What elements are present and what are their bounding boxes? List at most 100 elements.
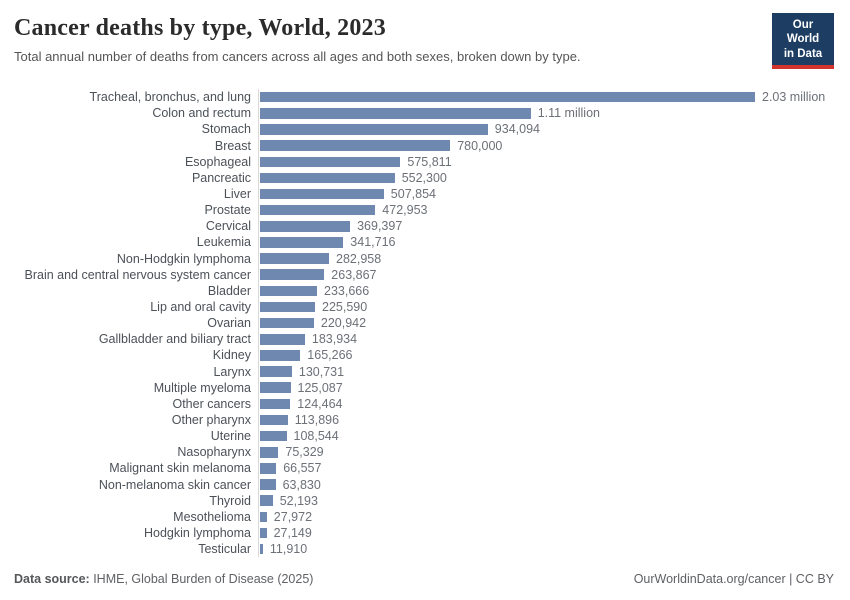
bar-track: 124,464 [258, 395, 834, 412]
chart-footer: Data source: IHME, Global Burden of Dise… [14, 572, 834, 586]
bar[interactable] [260, 221, 351, 232]
bar-track: 472,953 [258, 202, 834, 219]
category-label: Gallbladder and biliary tract [98, 332, 251, 347]
bar-track: 108,544 [258, 428, 834, 445]
bar[interactable] [260, 463, 277, 474]
category-label: Ovarian [207, 316, 251, 331]
category-label: Bladder [207, 283, 251, 298]
value-label: 63,830 [282, 477, 321, 492]
bar[interactable] [260, 204, 376, 216]
bar[interactable] [260, 140, 451, 151]
value-label: 27,149 [273, 525, 312, 540]
category-label: Liver [223, 187, 251, 202]
chart-row: Larynx 130,731 [14, 363, 834, 380]
chart-row: Nasopharynx 75,329 [14, 444, 834, 461]
chart-row: Cervical 369,397 [14, 218, 834, 235]
chart-row: Kidney 165,266 [14, 347, 834, 364]
owid-logo-line1: Our World [786, 19, 820, 46]
value-label: 575,811 [407, 154, 452, 169]
bar[interactable] [260, 350, 301, 361]
bar[interactable] [260, 495, 273, 506]
value-label: 75,329 [285, 445, 324, 460]
chart-row: Malignant skin melanoma 66,557 [14, 460, 834, 477]
value-label: 2.03 million [762, 90, 826, 105]
category-label: Mesothelioma [173, 509, 251, 524]
value-label: 552,300 [401, 170, 447, 185]
value-label: 130,731 [298, 364, 345, 379]
chart-row: Other cancers 124,464 [14, 395, 834, 412]
chart-row: Bladder 233,666 [14, 282, 834, 299]
bar[interactable] [260, 543, 263, 555]
bar-track: 165,266 [258, 347, 834, 364]
bar[interactable] [260, 398, 291, 410]
bar-track: 75,329 [258, 444, 834, 461]
bar-track: 2.03 million [258, 89, 834, 106]
chart-row: Uterine 108,544 [14, 428, 834, 445]
bar[interactable] [260, 447, 279, 458]
bar[interactable] [260, 366, 292, 377]
category-label: Breast [214, 138, 251, 153]
bar[interactable] [260, 188, 384, 200]
value-label: 225,590 [322, 300, 368, 315]
bar[interactable] [260, 382, 291, 393]
bar-track: 183,934 [258, 331, 834, 348]
category-label: Larynx [213, 364, 251, 379]
category-label: Leukemia [196, 235, 251, 250]
bar[interactable] [260, 317, 314, 329]
chart-row: Ovarian 220,942 [14, 315, 834, 332]
category-label: Kidney [212, 348, 251, 363]
value-label: 369,397 [357, 219, 403, 234]
bar-track: 507,854 [258, 185, 834, 203]
bar-track: 113,896 [258, 411, 834, 429]
bar[interactable] [260, 237, 344, 248]
bar[interactable] [260, 172, 395, 184]
category-label: Cervical [205, 219, 251, 234]
chart-row: Stomach 934,094 [14, 121, 834, 138]
bar-track: 341,716 [258, 234, 834, 251]
bar[interactable] [260, 479, 276, 490]
chart-row: Hodgkin lymphoma 27,149 [14, 524, 834, 542]
chart-row: Prostate 472,953 [14, 202, 834, 219]
bar-track: 575,811 [258, 153, 834, 170]
category-label: Non-melanoma skin cancer [98, 477, 251, 492]
bar-track: 27,972 [258, 508, 834, 525]
value-label: 113,896 [294, 413, 340, 427]
bar[interactable] [260, 108, 531, 119]
bar-track: 63,830 [258, 476, 834, 493]
bar[interactable] [260, 414, 288, 426]
value-label: 507,854 [390, 187, 436, 202]
value-label: 282,958 [336, 251, 382, 266]
bar-track: 125,087 [258, 379, 834, 396]
bar[interactable] [260, 253, 329, 264]
bar[interactable] [260, 91, 755, 103]
chart-row: Gallbladder and biliary tract 183,934 [14, 331, 834, 348]
chart-header: Cancer deaths by type, World, 2023 Total… [14, 13, 834, 70]
page-subtitle: Total annual number of deaths from cance… [14, 48, 581, 64]
category-label: Tracheal, bronchus, and lung [89, 90, 251, 105]
bar[interactable] [260, 285, 317, 297]
chart-row: Breast 780,000 [14, 137, 834, 154]
value-label: 125,087 [297, 380, 343, 395]
bar[interactable] [260, 430, 287, 442]
bar[interactable] [260, 124, 488, 135]
value-label: 108,544 [293, 429, 339, 444]
chart-row: Testicular 11,910 [14, 541, 834, 558]
bar-track: 27,149 [258, 524, 834, 542]
bar[interactable] [260, 269, 325, 280]
bar[interactable] [260, 156, 401, 167]
value-label: 11,910 [269, 542, 308, 557]
header-text: Cancer deaths by type, World, 2023 Total… [14, 14, 581, 66]
chart-row: Other pharynx 113,896 [14, 411, 834, 429]
chart-row: Non-Hodgkin lymphoma 282,958 [14, 250, 834, 267]
chart-row: Thyroid 52,193 [14, 492, 834, 509]
category-label: Hodgkin lymphoma [144, 525, 251, 540]
bar[interactable] [260, 334, 305, 345]
bar-track: 780,000 [258, 137, 834, 154]
bar[interactable] [260, 527, 267, 539]
bar[interactable] [260, 301, 315, 313]
value-label: 472,953 [382, 203, 428, 218]
chart-row: Pancreatic 552,300 [14, 169, 834, 186]
chart-row: Liver 507,854 [14, 185, 834, 203]
bar[interactable] [260, 511, 267, 523]
